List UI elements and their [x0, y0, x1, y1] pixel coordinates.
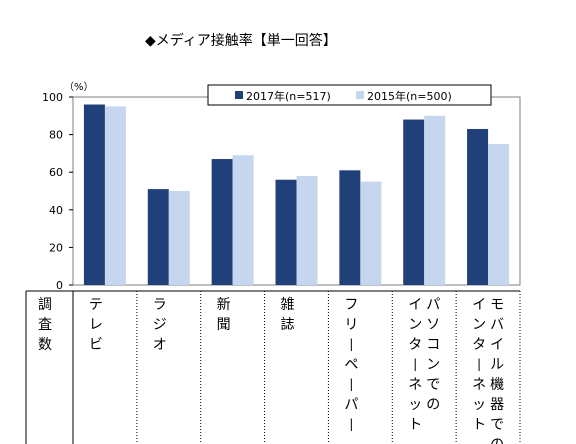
y-tick-label: 60	[49, 166, 63, 179]
category-label-5-line2-char: ト	[408, 417, 422, 433]
bar-s2-6	[488, 144, 510, 285]
category-label-5-line1-char: パ	[426, 297, 440, 313]
category-label-6-line1-char: 機	[490, 377, 504, 393]
category-label-1-char: ジ	[153, 317, 167, 333]
y-tick-label: 20	[49, 241, 63, 254]
legend-label-2: 2015年(n=500)	[367, 89, 452, 103]
category-label-6-line1-char: バ	[490, 317, 504, 333]
bar-s2-3	[296, 175, 318, 285]
bar-s1-5	[403, 119, 425, 285]
legend-label-1: 2017年(n=517)	[246, 89, 331, 103]
category-label-5-line1-char: で	[426, 377, 440, 393]
category-label-6-line1-char: イ	[490, 337, 504, 353]
bar-s2-0	[104, 106, 126, 286]
y-tick-label: 40	[49, 204, 63, 217]
category-label-2-char: 新	[217, 297, 231, 313]
category-label-3-char: 誌	[281, 317, 295, 333]
legend-box	[207, 84, 492, 106]
bar-s1-3	[275, 179, 297, 285]
category-label-5-line1-char: ン	[426, 357, 440, 373]
category-label-5-line1-char: コ	[426, 337, 440, 353]
category-label-5-line2-char: ン	[408, 317, 422, 333]
category-label-6-line1-char: 器	[490, 397, 504, 413]
category-label-5-line2-char: タ	[408, 337, 422, 353]
category-label-0-char: ビ	[89, 337, 103, 353]
category-label-6-line2-char: ッ	[472, 397, 486, 413]
y-tick-label: 100	[42, 91, 63, 104]
category-label-0-char: テ	[89, 297, 103, 313]
bar-s1-0	[83, 104, 105, 286]
category-label-4-char: パ	[344, 397, 358, 413]
category-label-5-line2-char: イ	[408, 297, 422, 313]
bar-s2-4	[360, 181, 382, 285]
category-label-4-char: リ	[344, 317, 358, 333]
category-label-5-line1-char: ソ	[426, 317, 440, 333]
category-label-6-line1-char: の	[490, 437, 504, 444]
y-tick-label: 80	[49, 129, 63, 142]
category-label-3-char: 雑	[281, 297, 295, 313]
row-header-char: 査	[38, 317, 52, 333]
y-unit-label: （%）	[64, 81, 94, 93]
bar-s2-2	[232, 155, 254, 285]
chart-title: ◆メディア接触率【単一回答】	[145, 33, 337, 49]
y-tick-label: 0	[56, 279, 63, 292]
row-header-char: 調	[38, 297, 52, 313]
category-label-4-char: フ	[344, 297, 358, 313]
category-label-5-line1-char: の	[426, 397, 440, 413]
category-label-4-char: ペ	[344, 357, 358, 373]
category-label-6-line2-char: ネ	[472, 377, 486, 393]
legend-swatch-2	[356, 91, 364, 99]
category-label-2-char: 聞	[217, 317, 231, 333]
category-label-6-line1-char: ル	[490, 357, 504, 373]
bar-s1-1	[147, 189, 169, 285]
bar-s1-4	[339, 170, 361, 285]
category-label-6-line1-char: モ	[490, 297, 504, 313]
bar-s1-6	[467, 128, 489, 285]
category-label-6-line2-char: ト	[472, 417, 486, 433]
legend-swatch-1	[235, 91, 243, 99]
category-label-5-line2-char: ッ	[408, 397, 422, 413]
category-label-5-line2-char: ネ	[408, 377, 422, 393]
category-label-6-line2-char: ン	[472, 317, 486, 333]
category-label-6-line1-char: で	[490, 417, 504, 433]
category-label-1-char: ラ	[153, 297, 167, 313]
category-label-6-line2-char: イ	[472, 297, 486, 313]
row-header-char: 数	[38, 337, 52, 353]
category-label-6-line2-char: タ	[472, 337, 486, 353]
category-label-0-char: レ	[89, 317, 103, 333]
category-label-1-char: オ	[153, 337, 167, 353]
bar-s2-5	[424, 115, 446, 285]
bar-s2-1	[168, 191, 190, 285]
bar-s1-2	[211, 159, 233, 285]
